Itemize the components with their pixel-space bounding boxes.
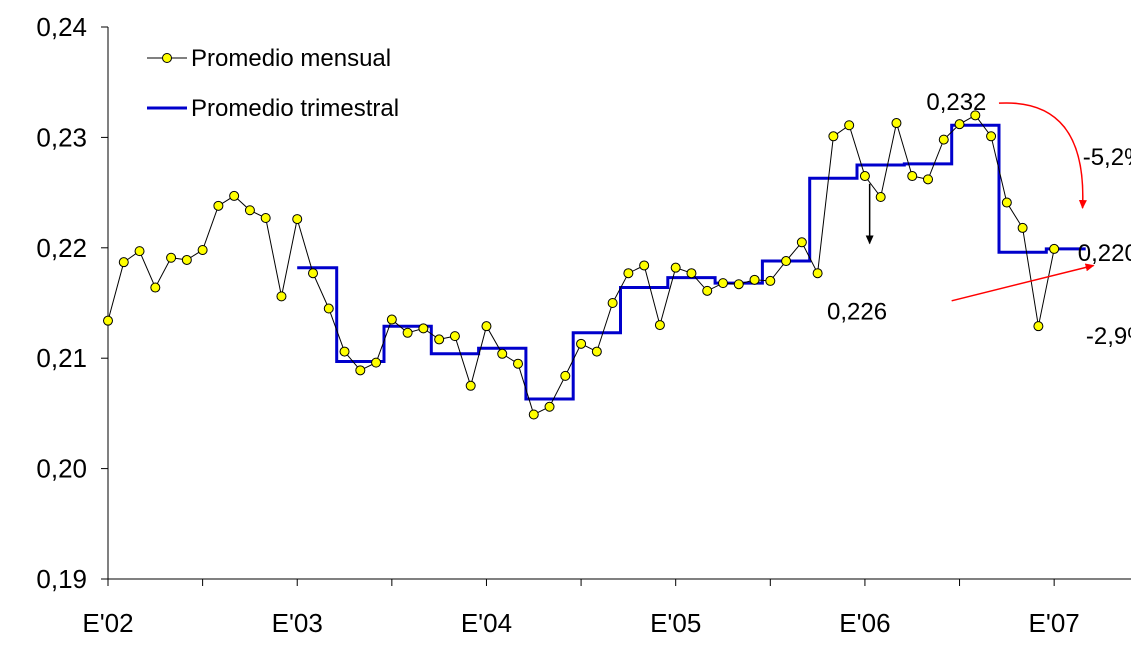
monthly-point [434, 334, 445, 345]
monthly-point [134, 246, 145, 257]
monthly-point [859, 171, 870, 182]
monthly-point [118, 257, 129, 268]
monthly-point [623, 268, 634, 279]
x-axis-ticks: E'02 E'03 E'04 E'05 E'06 E'07 [82, 579, 1080, 638]
monthly-point [891, 118, 902, 129]
legend-label-monthly: Promedio mensual [191, 45, 391, 72]
monthly-point [260, 212, 271, 223]
monthly-point [308, 268, 318, 279]
monthly-point [528, 409, 539, 420]
monthly-point [544, 401, 555, 412]
monthly-point [796, 237, 807, 248]
monthly-point [718, 278, 728, 289]
x-tick-label: E'05 [650, 608, 701, 638]
monthly-point [1001, 197, 1012, 208]
annotation-label: -5,2% [1083, 144, 1131, 171]
monthly-point [402, 327, 413, 338]
monthly-point [986, 131, 997, 142]
monthly-point [907, 171, 918, 182]
monthly-point [150, 282, 161, 293]
monthly-point [560, 370, 571, 381]
monthly-point [938, 134, 949, 145]
x-tick-label: E'03 [272, 608, 323, 638]
monthly-point [1033, 321, 1044, 332]
monthly-line [107, 114, 1055, 416]
monthly-point [970, 110, 981, 121]
annotation-label: -2,9% [1086, 323, 1131, 350]
monthly-point [702, 285, 713, 296]
monthly-point [465, 380, 476, 391]
monthly-point [229, 190, 240, 201]
monthly-point [197, 245, 208, 256]
monthly-point [875, 192, 886, 203]
monthly-point [323, 303, 334, 314]
arrow [951, 263, 1095, 302]
monthly-point [654, 320, 665, 331]
monthly-point [844, 120, 855, 131]
quarterly-line [297, 123, 1086, 401]
monthly-point [1017, 222, 1028, 233]
annotations: 0,232 -5,2% 0,220 0,226 -2,9% [827, 89, 1131, 350]
chart-axes [107, 27, 1131, 580]
monthly-point [386, 314, 397, 325]
y-tick-label: 0,22 [36, 233, 87, 263]
monthly-point [166, 252, 177, 263]
x-tick-label: E'04 [461, 608, 512, 638]
legend-marker-monthly [162, 53, 172, 63]
y-axis-ticks: 0,19 0,20 0,21 0,22 0,23 0,24 [36, 12, 108, 594]
y-tick-label: 0,19 [36, 564, 87, 594]
monthly-point [607, 298, 618, 308]
monthly-point [339, 346, 350, 357]
monthly-point [591, 346, 602, 357]
monthly-point [781, 256, 792, 267]
monthly-point [481, 321, 492, 332]
monthly-point [292, 214, 303, 225]
monthly-point [244, 205, 255, 216]
monthly-point [276, 291, 287, 302]
monthly-point [449, 331, 460, 342]
legend: Promedio mensual Promedio trimestral [147, 45, 399, 122]
monthly-point [371, 357, 382, 368]
monthly-point [923, 174, 933, 185]
monthly-point [513, 358, 523, 369]
curved-arrow [998, 102, 1087, 210]
x-tick-label: E'06 [839, 608, 890, 638]
y-tick-label: 0,23 [36, 122, 87, 152]
monthly-point [418, 323, 429, 334]
annotation-label: 0,232 [926, 89, 986, 116]
monthly-point [733, 279, 744, 290]
monthly-point [639, 260, 650, 271]
monthly-point [812, 268, 823, 279]
monthly-point [213, 200, 224, 211]
monthly-point [576, 338, 587, 349]
quarterly-series [297, 123, 1086, 401]
monthly-series [103, 110, 1060, 420]
y-tick-label: 0,24 [36, 12, 87, 42]
y-tick-label: 0,20 [36, 454, 87, 484]
x-tick-label: E'02 [82, 608, 133, 638]
x-tick-label: E'07 [1029, 608, 1080, 638]
monthly-point [954, 119, 965, 130]
monthly-point [181, 254, 192, 265]
monthly-point [765, 275, 776, 286]
monthly-point [670, 262, 681, 273]
legend-label-quarterly: Promedio trimestral [191, 95, 399, 122]
monthly-point [1049, 243, 1060, 254]
monthly-point [497, 348, 508, 359]
monthly-point [828, 131, 839, 142]
monthly-point [103, 315, 113, 326]
monthly-point [749, 274, 760, 285]
annotation-label: 0,226 [827, 299, 887, 326]
y-tick-label: 0,21 [36, 343, 87, 373]
annotation-label: 0,220 [1078, 240, 1131, 267]
monthly-point [355, 365, 366, 376]
monthly-point [686, 268, 697, 279]
